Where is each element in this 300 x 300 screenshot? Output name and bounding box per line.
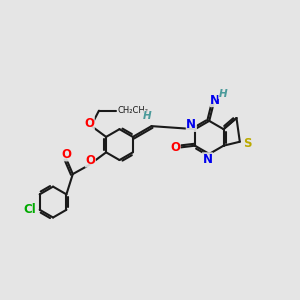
Text: S: S	[243, 137, 251, 150]
Text: H: H	[143, 111, 152, 121]
Text: N: N	[186, 118, 197, 131]
Text: O: O	[84, 117, 94, 130]
Text: CH₂CH₃: CH₂CH₃	[118, 106, 149, 115]
Text: O: O	[85, 154, 95, 167]
Text: O: O	[61, 148, 71, 161]
Text: N: N	[210, 94, 220, 106]
Text: H: H	[219, 88, 227, 99]
Text: O: O	[170, 141, 180, 154]
Text: N: N	[202, 153, 212, 166]
Text: Cl: Cl	[23, 203, 36, 216]
